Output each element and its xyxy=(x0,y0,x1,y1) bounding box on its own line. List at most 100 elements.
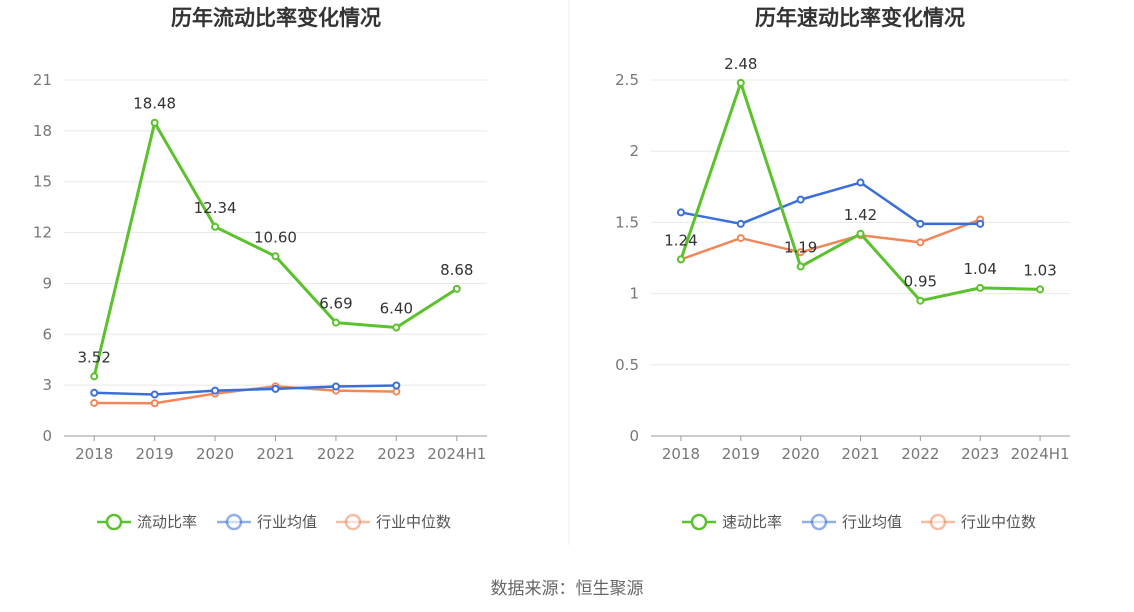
legend-swatch-marker xyxy=(810,513,828,531)
data-label: 1.19 xyxy=(784,239,817,257)
series-line-industry-median xyxy=(680,218,981,261)
data-point[interactable] xyxy=(150,399,159,408)
data-point[interactable] xyxy=(392,387,401,396)
data-point[interactable] xyxy=(796,248,805,257)
legend-label: 速动比率 xyxy=(722,513,782,531)
data-point[interactable] xyxy=(271,384,280,393)
data-point[interactable] xyxy=(1036,285,1045,294)
data-source-note: 数据来源：恒生聚源 xyxy=(490,579,644,599)
data-point[interactable] xyxy=(976,283,985,292)
y-tick-label: 1.5 xyxy=(615,213,639,231)
quick-ratio-chart: 历年速动比率变化情况 0 0.5 1 1.5 2 2.5 2018 2019 2020 2021 2… xyxy=(615,6,1070,531)
x-tick-label: 2023 xyxy=(377,445,415,463)
x-tick-label: 2023 xyxy=(961,445,999,463)
x-tick-label: 2020 xyxy=(196,445,234,463)
x-tick-label: 2024H1 xyxy=(427,445,486,463)
data-point[interactable] xyxy=(392,381,401,390)
legend-label: 行业中位数 xyxy=(376,513,451,531)
data-point[interactable] xyxy=(90,398,99,407)
data-point[interactable] xyxy=(856,178,865,187)
legend-swatch-marker xyxy=(929,513,947,531)
legend-item[interactable]: 行业均值 xyxy=(802,513,902,531)
data-label: 1.42 xyxy=(844,206,877,224)
data-label: 6.40 xyxy=(380,300,413,318)
y-tick-label: 21 xyxy=(33,71,52,89)
y-tick-label: 1 xyxy=(629,285,639,303)
x-tick-label: 2019 xyxy=(136,445,174,463)
y-tick-label: 6 xyxy=(42,325,52,343)
data-point[interactable] xyxy=(676,208,685,217)
data-label: 1.24 xyxy=(664,231,697,249)
data-point[interactable] xyxy=(150,118,159,127)
legend-label: 行业均值 xyxy=(257,513,317,531)
legend-label: 行业中位数 xyxy=(961,513,1036,531)
data-label: 10.60 xyxy=(254,228,297,246)
legend-swatch-marker xyxy=(690,513,708,531)
x-tick-label: 2018 xyxy=(662,445,700,463)
current-ratio-chart: 历年流动比率变化情况 0 3 6 9 12 15 18 21 2018 2019 2020 2021 2… xyxy=(33,6,487,531)
data-point[interactable] xyxy=(452,284,461,293)
data-label: 6.69 xyxy=(319,295,352,313)
series-line-industry-mean xyxy=(94,384,397,396)
data-label: 1.03 xyxy=(1023,261,1056,279)
data-point[interactable] xyxy=(736,219,745,228)
data-point[interactable] xyxy=(796,262,805,271)
series-line-industry-mean xyxy=(680,181,981,226)
data-point[interactable] xyxy=(736,234,745,243)
x-tick-label: 2018 xyxy=(75,445,113,463)
data-point[interactable] xyxy=(676,255,685,264)
legend-item[interactable]: 行业中位数 xyxy=(336,513,451,531)
y-tick-label: 0 xyxy=(629,427,639,445)
x-tick-label: 2022 xyxy=(317,445,355,463)
x-tick-label: 2021 xyxy=(841,445,879,463)
y-tick-label: 2 xyxy=(629,142,639,160)
data-label: 18.48 xyxy=(133,95,176,113)
data-point[interactable] xyxy=(331,382,340,391)
x-tick-label: 2024H1 xyxy=(1011,445,1070,463)
y-tick-label: 0 xyxy=(42,427,52,445)
series-line-main xyxy=(92,121,458,377)
legend-item[interactable]: 速动比率 xyxy=(682,513,782,531)
data-label: 0.95 xyxy=(904,273,937,291)
y-tick-label: 9 xyxy=(42,274,52,292)
data-label: 2.48 xyxy=(724,55,757,73)
data-point[interactable] xyxy=(211,386,220,395)
y-tick-label: 3 xyxy=(42,376,52,394)
y-tick-label: 15 xyxy=(33,173,52,191)
data-point[interactable] xyxy=(916,238,925,247)
data-point[interactable] xyxy=(916,219,925,228)
data-point[interactable] xyxy=(392,323,401,332)
data-point[interactable] xyxy=(90,372,99,381)
data-point[interactable] xyxy=(90,388,99,397)
data-point[interactable] xyxy=(856,229,865,238)
data-point[interactable] xyxy=(211,222,220,231)
y-tick-label: 12 xyxy=(33,224,52,242)
legend-swatch-marker xyxy=(344,513,362,531)
legend-item[interactable]: 流动比率 xyxy=(97,513,197,531)
chart-title: 历年流动比率变化情况 xyxy=(171,6,381,30)
data-point[interactable] xyxy=(796,195,805,204)
chart-title: 历年速动比率变化情况 xyxy=(755,6,965,30)
y-tick-label: 2.5 xyxy=(615,71,639,89)
legend-item[interactable]: 行业中位数 xyxy=(921,513,1036,531)
data-point[interactable] xyxy=(331,318,340,327)
data-point[interactable] xyxy=(916,296,925,305)
data-point[interactable] xyxy=(976,219,985,228)
data-point[interactable] xyxy=(150,390,159,399)
legend-label: 流动比率 xyxy=(137,513,197,531)
x-tick-label: 2019 xyxy=(722,445,760,463)
x-tick-label: 2021 xyxy=(256,445,294,463)
y-tick-label: 0.5 xyxy=(615,356,639,374)
data-label: 8.68 xyxy=(440,261,473,279)
legend-swatch-marker xyxy=(105,513,123,531)
data-label: 3.52 xyxy=(78,348,111,366)
x-tick-label: 2020 xyxy=(782,445,820,463)
legend-label: 行业均值 xyxy=(842,513,902,531)
data-point[interactable] xyxy=(271,252,280,261)
x-tick-label: 2022 xyxy=(901,445,939,463)
legend-item[interactable]: 行业均值 xyxy=(217,513,317,531)
data-point[interactable] xyxy=(736,78,745,87)
data-label: 1.04 xyxy=(964,260,997,278)
data-label: 12.34 xyxy=(194,199,237,217)
